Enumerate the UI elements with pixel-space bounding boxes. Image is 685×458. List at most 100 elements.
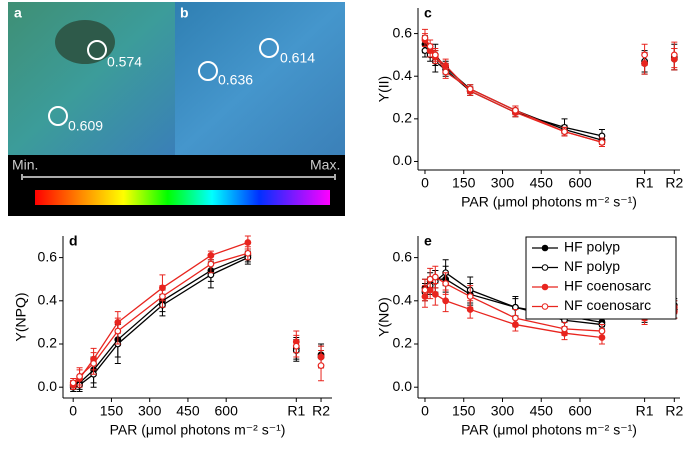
y-tick-label: 0.4 [393,67,413,83]
x-tick-label: 450 [530,403,554,419]
x-tick-label: R2 [665,403,683,419]
y-axis-label: Y(NPQ) [13,293,29,342]
legend-marker [541,303,549,310]
y-tick-label: 0.0 [393,378,413,394]
x-tick-label: 0 [421,175,429,191]
marker [114,327,122,335]
legend-box [525,236,677,320]
marker [159,293,166,300]
x-tick-label: 600 [568,403,592,419]
y-tick-label: 0.0 [38,378,58,394]
y-tick-label: 0.2 [38,335,58,351]
roi-value: 0.636 [218,72,253,88]
x-tick-label: 450 [176,403,200,419]
series-line [424,43,603,141]
marker [670,51,678,59]
marker [90,360,97,367]
marker [421,286,429,294]
roi [259,38,279,58]
x-tick-label: 300 [491,175,515,191]
marker [466,293,474,300]
x-tick-label: 150 [452,403,476,419]
marker [431,273,439,281]
roi-value: 0.574 [107,54,142,70]
x-tick-label: 450 [530,175,554,191]
panel-letter: b [180,5,189,21]
marker [421,34,429,42]
marker [431,51,439,59]
x-tick-label: R2 [312,403,330,419]
roi [87,40,107,60]
legend-label: HF polyp [564,239,620,255]
marker [512,106,519,114]
x-axis-label: PAR (μmol photons m⁻² s⁻¹) [461,194,637,210]
roi [48,106,68,126]
y-axis-label: Y(NO) [376,297,392,337]
roi-value: 0.609 [68,118,103,134]
y-tick-label: 0.6 [393,24,413,40]
marker [207,260,215,268]
y-tick-label: 0.4 [38,292,58,308]
x-tick-label: R2 [665,175,683,191]
colorbar-min: Min. [12,157,38,173]
marker [561,325,568,333]
x-tick-label: 300 [138,403,162,419]
legend-marker [541,283,549,291]
series-line [424,39,603,143]
marker [561,128,568,136]
colorbar-background [8,155,345,216]
y-tick-label: 0.4 [393,292,413,308]
x-tick-label: 0 [69,403,77,419]
legend-label: HF coenosarc [564,278,651,294]
x-tick-label: R1 [636,175,654,191]
roi-value: 0.614 [280,50,315,66]
marker [426,42,434,50]
series-line [424,37,603,143]
panel-letter: a [14,5,22,21]
x-tick-label: 0 [421,403,429,419]
y-tick-label: 0.2 [393,110,413,126]
legend-label: NF polyp [564,258,620,274]
y-tick-label: 0.0 [393,152,413,168]
legend-marker [541,244,549,252]
marker [466,85,474,93]
colorbar-bracket [21,174,336,180]
legend-marker [541,264,549,271]
image-b [175,2,345,155]
marker [512,314,519,322]
y-axis-label: Y(II) [376,76,392,102]
colorbar [35,190,330,205]
series-line [72,257,249,388]
x-axis-label: PAR (μmol photons m⁻² s⁻¹) [110,422,286,438]
panel-letter: e [424,233,432,249]
colorbar-max: Max. [310,157,340,173]
series-line [424,50,603,137]
marker [442,280,450,287]
polyp [55,20,115,64]
y-tick-label: 0.2 [393,335,413,351]
y-tick-label: 0.6 [393,248,413,264]
y-tick-label: 0.6 [38,248,58,264]
marker [431,290,439,298]
x-tick-label: R1 [636,403,654,419]
x-tick-label: 150 [100,403,124,419]
marker [244,249,252,257]
marker [317,362,325,370]
marker [598,327,606,335]
marker [442,68,450,76]
x-tick-label: 300 [491,403,515,419]
marker [69,379,77,387]
marker [76,373,83,380]
x-axis-label: PAR (μmol photons m⁻² s⁻¹) [461,422,637,438]
x-tick-label: 600 [215,403,239,419]
marker [598,138,606,146]
legend-label: NF coenosarc [564,297,651,313]
marker [244,239,252,246]
marker [292,342,300,350]
x-tick-label: 150 [452,175,476,191]
x-tick-label: R1 [287,403,305,419]
marker [641,51,649,59]
roi [198,61,218,81]
